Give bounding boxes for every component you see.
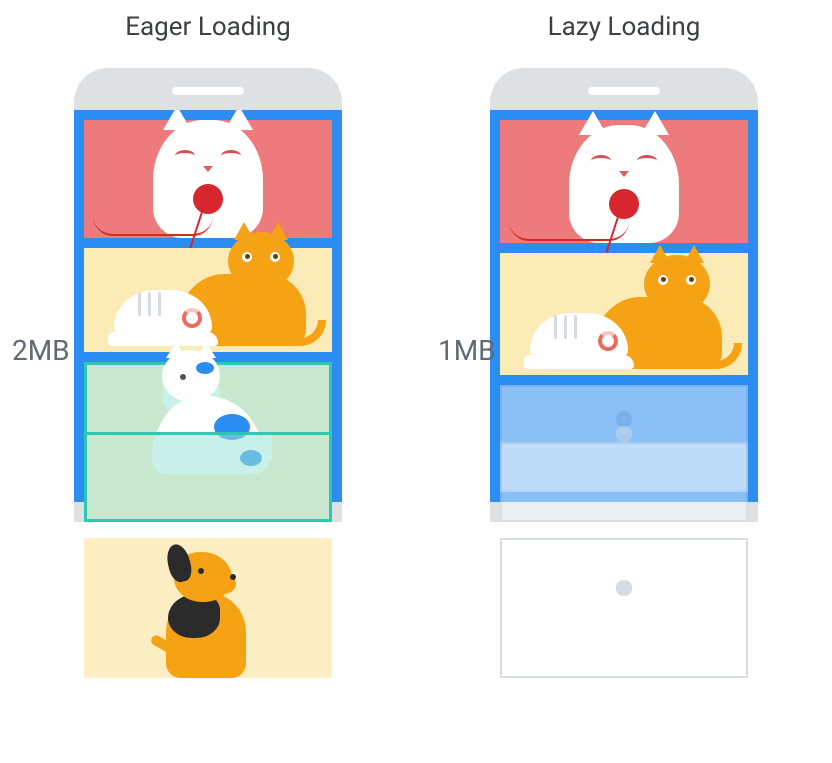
eager-size-label: 2MB: [12, 334, 70, 367]
cat-body-icon: [153, 120, 263, 238]
lazy-phone: [490, 68, 758, 678]
orange-cat-tail-icon: [682, 343, 742, 369]
card-cat-bluespots-below: [84, 432, 332, 522]
lazy-column: Lazy Loading: [416, 12, 832, 763]
card-placeholder-faded-below: [500, 442, 748, 522]
diagram-root: Eager Loading: [0, 0, 832, 763]
yarn-ball-icon: [609, 189, 639, 219]
sneaker-icon: [524, 305, 634, 369]
dog-icon: [148, 546, 268, 678]
orange-cat-head-icon: [644, 255, 710, 313]
loading-spinner-icon: [596, 580, 652, 636]
card-cat-sneaker: [500, 253, 748, 376]
phone-bezel-top: [74, 68, 342, 110]
eager-below-stack: [84, 522, 332, 678]
eager-column: Eager Loading: [0, 12, 416, 763]
yarn-ball-icon: [193, 184, 223, 214]
cat-body-icon: [569, 125, 679, 243]
card-cat-yarn: [500, 120, 748, 243]
card-cat-sneaker: [84, 248, 332, 352]
eager-phone: [74, 68, 342, 678]
orange-cat-head-icon: [228, 232, 294, 290]
loading-spinner-icon: [596, 426, 652, 482]
card-cat-yarn: [84, 120, 332, 238]
eager-heading: Eager Loading: [125, 12, 290, 42]
card-placeholder: [500, 538, 748, 678]
phone-speaker-icon: [588, 87, 660, 95]
bluespot-cat-icon: [148, 344, 268, 474]
phone-bezel-top: [490, 68, 758, 110]
orange-cat-tail-icon: [266, 320, 326, 346]
lazy-size-label: 1MB: [438, 334, 496, 367]
lazy-below-stack: [500, 522, 748, 678]
phone-speaker-icon: [172, 87, 244, 95]
sneaker-icon: [108, 282, 218, 346]
lazy-heading: Lazy Loading: [548, 12, 701, 42]
card-dog: [84, 538, 332, 678]
